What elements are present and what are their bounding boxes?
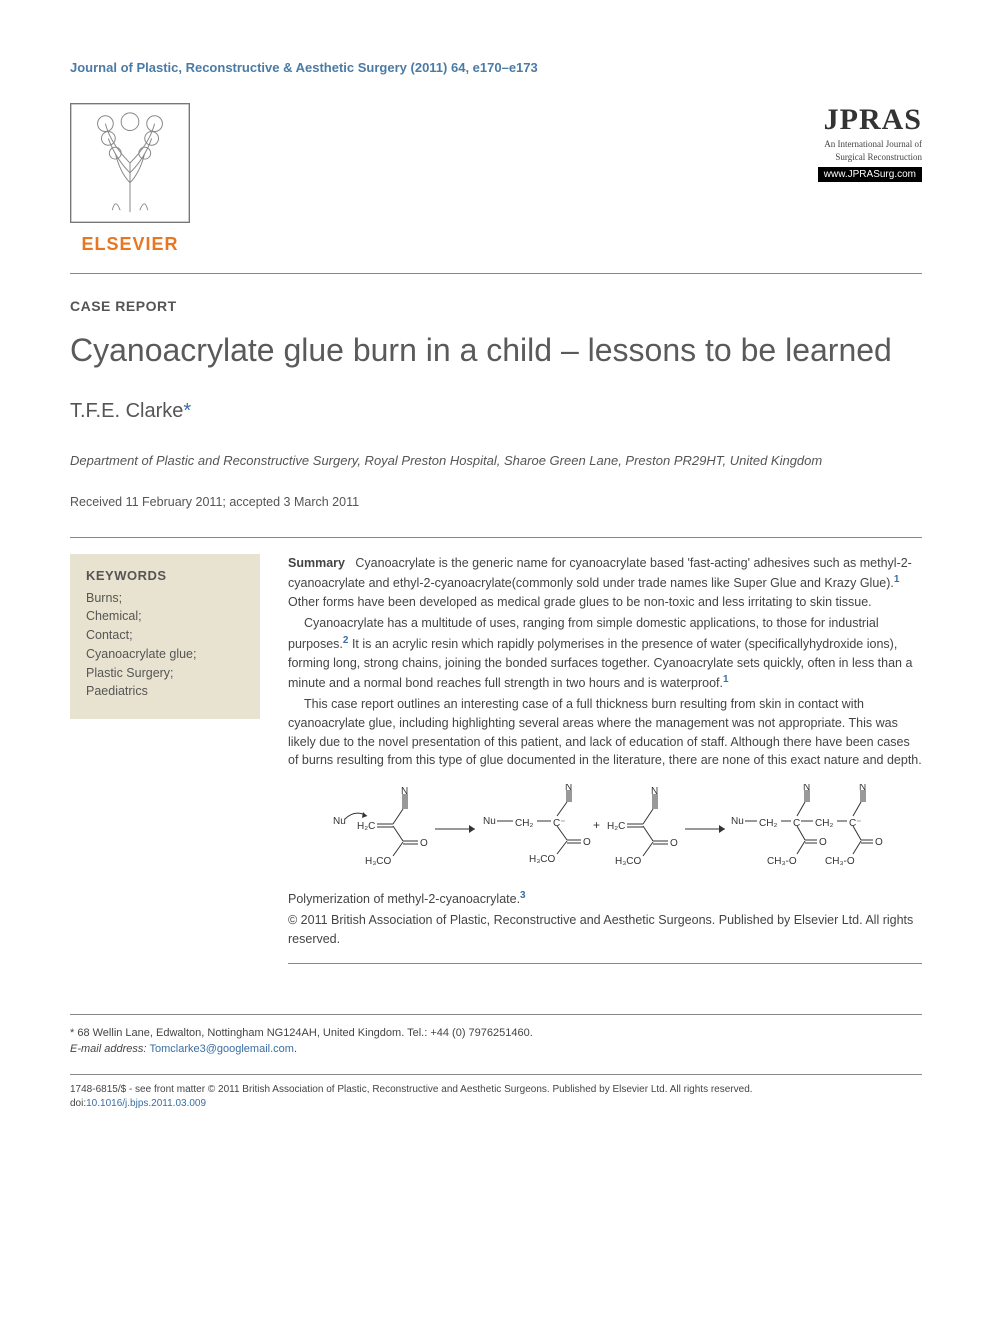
summary-p2: Cyanoacrylate has a multitude of uses, r… — [288, 614, 922, 693]
svg-text:Nu: Nu — [333, 816, 346, 827]
svg-text:O: O — [875, 837, 883, 848]
email-line: E-mail address: Tomclarke3@googlemail.co… — [70, 1041, 922, 1058]
svg-text:N: N — [651, 786, 658, 797]
keyword: Contact; — [86, 626, 244, 645]
svg-text:CH₃-O: CH₃-O — [825, 856, 855, 867]
svg-text:N: N — [803, 784, 810, 793]
summary-p3: This case report outlines an interesting… — [288, 695, 922, 770]
footnotes: * 68 Wellin Lane, Edwalton, Nottingham N… — [70, 1014, 922, 1058]
svg-text:H₃CO: H₃CO — [365, 856, 392, 867]
journal-citation: Journal of Plastic, Reconstructive & Aes… — [70, 60, 922, 75]
summary-bottom-rule — [288, 963, 922, 964]
keywords-box: KEYWORDS Burns; Chemical; Contact; Cyano… — [70, 554, 260, 720]
copyright: © 2011 British Association of Plastic, R… — [288, 911, 922, 949]
email-link[interactable]: Tomclarke3@googlemail.com — [149, 1043, 293, 1055]
svg-text:+: + — [593, 818, 600, 832]
keyword: Chemical; — [86, 607, 244, 626]
authors: T.F.E. Clarke* — [70, 400, 922, 423]
polymerization-caption: Polymerization of methyl-2-cyanoacrylate… — [288, 888, 922, 909]
svg-text:N: N — [401, 786, 408, 797]
keyword: Paediatrics — [86, 682, 244, 701]
doi-label: doi: — [70, 1098, 86, 1109]
polymerization-svg: Nu H₂C N O H₃CO Nu — [325, 784, 885, 874]
ref-link-1b[interactable]: 1 — [723, 674, 729, 685]
svg-text:N: N — [565, 784, 572, 793]
svg-text:H₂C: H₂C — [357, 821, 375, 832]
svg-text:H₂C: H₂C — [607, 821, 625, 832]
svg-text:Nu: Nu — [731, 816, 744, 827]
chemical-diagram: Nu H₂C N O H₃CO Nu — [288, 784, 922, 874]
article-title: Cyanoacrylate glue burn in a child – les… — [70, 330, 922, 370]
ref-link-1[interactable]: 1 — [894, 574, 900, 585]
keywords-heading: KEYWORDS — [86, 568, 244, 583]
jpras-sub1: An International Journal of — [818, 139, 922, 150]
issn-text: 1748-6815/$ - see front matter © 2011 Br… — [70, 1083, 922, 1097]
svg-text:Nu: Nu — [483, 816, 496, 827]
svg-text:CH₃-O: CH₃-O — [767, 856, 797, 867]
svg-text:C: C — [793, 818, 800, 829]
svg-text:CH₂: CH₂ — [759, 818, 777, 829]
summary-text: It is an acrylic resin which rapidly pol… — [288, 637, 912, 691]
corresponding-address: * 68 Wellin Lane, Edwalton, Nottingham N… — [70, 1025, 922, 1042]
logos-row: ELSEVIER JPRAS An International Journal … — [70, 103, 922, 274]
issn-block: 1748-6815/$ - see front matter © 2011 Br… — [70, 1074, 922, 1111]
keyword: Cyanoacrylate glue; — [86, 645, 244, 664]
jpras-title: JPRAS — [818, 103, 922, 137]
svg-text:O: O — [583, 837, 591, 848]
section-label: CASE REPORT — [70, 298, 922, 314]
jpras-sub2: Surgical Reconstruction — [818, 152, 922, 163]
jpras-url[interactable]: www.JPRASurg.com — [818, 167, 922, 182]
svg-text:O: O — [819, 837, 827, 848]
doi-link[interactable]: 10.1016/j.bjps.2011.03.009 — [86, 1098, 206, 1109]
poly-text: Polymerization of methyl-2-cyanoacrylate… — [288, 892, 520, 906]
svg-text:C⁻: C⁻ — [553, 818, 566, 829]
svg-text:O: O — [420, 838, 428, 849]
doi-line: doi:10.1016/j.bjps.2011.03.009 — [70, 1097, 922, 1111]
summary-p1: Summary Cyanoacrylate is the generic nam… — [288, 554, 922, 612]
ref-link-3[interactable]: 3 — [520, 890, 526, 901]
summary-text: Other forms have been developed as medic… — [288, 595, 872, 609]
keyword: Plastic Surgery; — [86, 664, 244, 683]
content-two-col: KEYWORDS Burns; Chemical; Contact; Cyano… — [70, 537, 922, 964]
svg-text:C⁻: C⁻ — [849, 818, 862, 829]
svg-text:O: O — [670, 838, 678, 849]
summary-label: Summary — [288, 556, 345, 570]
elsevier-label: ELSEVIER — [70, 234, 190, 255]
svg-text:H₃CO: H₃CO — [529, 854, 556, 865]
jpras-logo[interactable]: JPRAS An International Journal of Surgic… — [818, 103, 922, 182]
svg-text:N: N — [859, 784, 866, 793]
article-dates: Received 11 February 2011; accepted 3 Ma… — [70, 495, 922, 509]
keyword: Burns; — [86, 589, 244, 608]
svg-text:CH₂: CH₂ — [515, 818, 533, 829]
email-label: E-mail address: — [70, 1043, 149, 1055]
svg-text:H₃CO: H₃CO — [615, 856, 642, 867]
elsevier-logo[interactable]: ELSEVIER — [70, 103, 190, 255]
corresponding-asterisk[interactable]: * — [183, 400, 191, 422]
summary-column: Summary Cyanoacrylate is the generic nam… — [288, 554, 922, 964]
summary-text: Cyanoacrylate is the generic name for cy… — [288, 556, 912, 591]
svg-text:CH₂: CH₂ — [815, 818, 833, 829]
elsevier-tree-icon — [70, 103, 190, 223]
author-name: T.F.E. Clarke — [70, 400, 183, 422]
affiliation: Department of Plastic and Reconstructive… — [70, 451, 922, 471]
